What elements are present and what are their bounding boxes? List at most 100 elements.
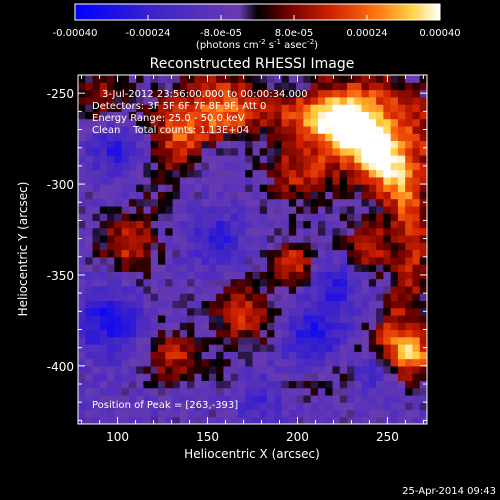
heatmap-cell xyxy=(368,125,377,134)
heatmap-cell xyxy=(136,227,145,236)
heatmap-cell xyxy=(252,184,261,192)
heatmap-cell xyxy=(157,293,166,301)
heatmap-cell xyxy=(128,402,137,411)
heatmap-cell xyxy=(143,75,152,83)
heatmap-cell xyxy=(208,344,217,352)
heatmap-cell xyxy=(165,344,174,352)
heatmap-cell xyxy=(143,234,152,243)
heatmap-cell xyxy=(281,213,290,222)
heatmap-cell xyxy=(267,416,275,424)
heatmap-cell xyxy=(237,351,246,360)
heatmap-cell xyxy=(201,351,210,360)
heatmap-cell xyxy=(179,220,188,229)
heatmap-cell xyxy=(136,169,145,178)
heatmap-cell xyxy=(157,234,166,243)
heatmap-cell xyxy=(361,271,370,280)
heatmap-cell xyxy=(412,169,421,178)
heatmap-cell xyxy=(143,125,152,134)
heatmap-cell xyxy=(223,220,232,229)
heatmap-cell xyxy=(114,394,123,403)
heatmap-cell xyxy=(288,169,297,178)
heatmap-cell xyxy=(78,227,86,236)
heatmap-cell xyxy=(128,176,137,185)
heatmap-cell xyxy=(179,198,188,207)
heatmap-cell xyxy=(267,307,275,316)
heatmap-cell xyxy=(412,147,421,156)
heatmap-cell xyxy=(339,75,348,83)
heatmap-cell xyxy=(179,213,188,222)
heatmap-cell xyxy=(187,147,195,156)
heatmap-cell xyxy=(121,205,130,214)
heatmap-cell xyxy=(114,351,123,360)
heatmap-cell xyxy=(296,344,304,352)
heatmap-cell xyxy=(267,322,275,331)
axis-ticks xyxy=(78,74,427,424)
heatmap-cell xyxy=(317,147,326,156)
heatmap-cell xyxy=(368,162,377,171)
heatmap-cell xyxy=(303,409,312,418)
heatmap-cell xyxy=(405,278,414,287)
heatmap-cell xyxy=(194,191,203,200)
heatmap-cell xyxy=(267,227,275,236)
heatmap-cell xyxy=(376,329,384,338)
heatmap-cell xyxy=(397,322,406,331)
heatmap-cell xyxy=(230,154,239,163)
heatmap-cell xyxy=(245,89,254,98)
heatmap-cell xyxy=(223,227,232,236)
heatmap-cell xyxy=(107,322,115,331)
heatmap-cell xyxy=(179,300,188,309)
heatmap-cell xyxy=(303,125,312,134)
heatmap-cell xyxy=(187,249,195,258)
heatmap-cell xyxy=(412,234,421,243)
heatmap-cell xyxy=(296,133,304,142)
heatmap-cell xyxy=(208,169,217,178)
heatmap-cell xyxy=(347,220,355,229)
heatmap-cell xyxy=(405,169,414,178)
heatmap-cell xyxy=(259,394,268,403)
heatmap-cell xyxy=(376,169,384,178)
heatmap-cell xyxy=(310,249,319,258)
heatmap-cell xyxy=(172,278,181,287)
heatmap-cell xyxy=(259,351,268,360)
heatmap-cell xyxy=(121,220,130,229)
heatmap-cell xyxy=(216,322,225,331)
heatmap-cell xyxy=(179,351,188,360)
heatmap-cell xyxy=(368,344,377,352)
heatmap-cell xyxy=(121,373,130,381)
heatmap-cell xyxy=(405,234,414,243)
heatmap-cell xyxy=(92,402,101,411)
heatmap-cell xyxy=(179,176,188,185)
heatmap-cell xyxy=(237,118,246,127)
heatmap-cell xyxy=(390,300,399,309)
heatmap-cell xyxy=(99,242,108,251)
heatmap-cell xyxy=(245,140,254,149)
heatmap-cell xyxy=(78,213,86,222)
heatmap-cell xyxy=(114,104,123,112)
heatmap-cell xyxy=(368,220,377,229)
heatmap-cell xyxy=(274,198,283,207)
heatmap-cell xyxy=(121,358,130,367)
heatmap-cell xyxy=(325,307,334,316)
heatmap-cell xyxy=(325,365,334,374)
heatmap-cell xyxy=(310,140,319,149)
heatmap-cell xyxy=(267,256,275,265)
heatmap-cell xyxy=(296,278,304,287)
heatmap-cell xyxy=(259,358,268,367)
heatmap-cell xyxy=(325,234,334,243)
heatmap-cell xyxy=(317,409,326,418)
heatmap-cell xyxy=(187,82,195,91)
heatmap-cell xyxy=(376,344,384,352)
heatmap-cell xyxy=(128,220,137,229)
heatmap-cell xyxy=(296,271,304,280)
heatmap-cell xyxy=(150,191,159,200)
heatmap-cell xyxy=(114,89,123,98)
heatmap-cell xyxy=(325,82,334,91)
heatmap-cell xyxy=(92,118,101,127)
heatmap-cell xyxy=(230,394,239,403)
heatmap-cell xyxy=(179,191,188,200)
heatmap-cell xyxy=(172,220,181,229)
heatmap-cell xyxy=(172,329,181,338)
heatmap-cell xyxy=(412,264,421,272)
heatmap-cell xyxy=(354,264,363,272)
heatmap-cell xyxy=(296,169,304,178)
